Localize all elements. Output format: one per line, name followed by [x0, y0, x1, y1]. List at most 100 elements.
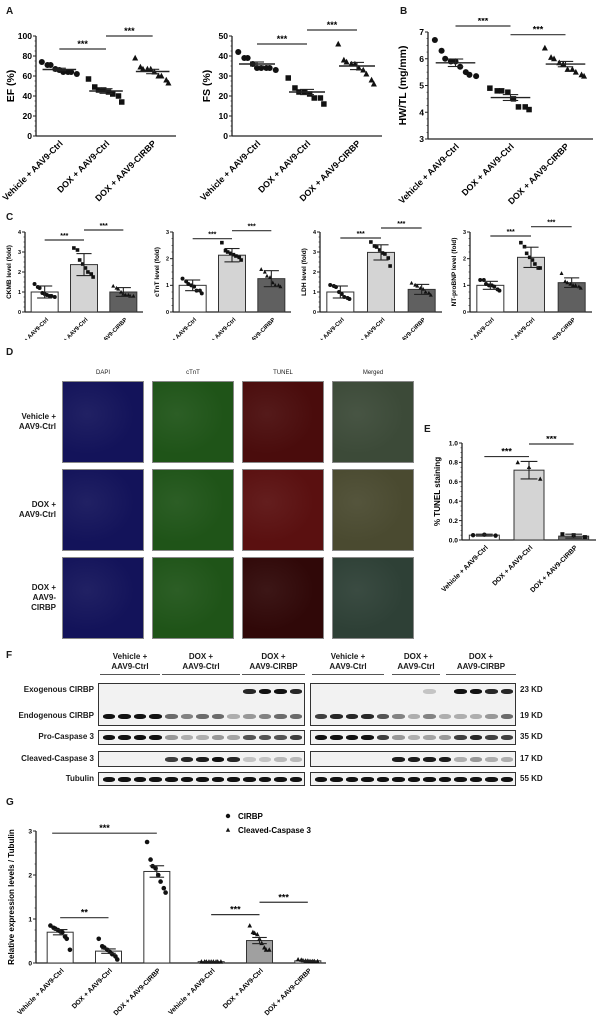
data-group	[513, 460, 545, 541]
group-underline	[392, 674, 440, 675]
blot-band	[243, 714, 256, 719]
x-tick-label: Vehicle + AAV9-Ctrl	[156, 317, 198, 340]
data-point-triangle	[315, 958, 320, 964]
x-tick-label: DOX + AAV9-CIRBP	[86, 317, 128, 340]
group-underline	[312, 674, 384, 675]
y-tick-label: 2	[166, 257, 169, 263]
y-axis-label: CKMB level (fold)	[6, 245, 13, 299]
data-point-circle	[180, 276, 185, 281]
data-group	[109, 283, 138, 313]
y-tick-label: 0	[223, 131, 228, 141]
column-label-tunel: TUNEL	[273, 370, 293, 376]
panel-letter-e: E	[424, 424, 431, 435]
data-point-triangle	[572, 68, 579, 75]
data-point-square	[374, 245, 379, 249]
blot-band	[485, 757, 498, 762]
data-group	[557, 271, 586, 313]
data-point-square	[110, 91, 116, 97]
blot-band	[392, 735, 405, 740]
blot-membrane-cleaved-caspase3	[98, 751, 305, 767]
x-tick-label: Vehicle + AAV9-Ctrl	[454, 317, 496, 340]
data-group	[30, 282, 59, 313]
blot-membrane-pro-caspase3	[310, 730, 516, 745]
data-point-square	[582, 535, 587, 540]
significance-label: ***	[100, 223, 108, 230]
blot-band	[258, 757, 272, 762]
blot-band	[180, 714, 194, 719]
blot-band	[258, 777, 272, 782]
blot-band	[469, 757, 483, 762]
blot-band	[258, 735, 272, 740]
y-tick-label: 1	[463, 283, 466, 289]
data-point-triangle	[265, 273, 269, 278]
y-tick-label: 0	[18, 310, 21, 316]
data-point-triangle	[578, 285, 583, 290]
data-point-circle	[473, 73, 480, 80]
data-point-triangle	[426, 290, 431, 295]
data-group	[95, 936, 122, 964]
data-point-triangle	[254, 931, 260, 937]
data-point-square	[498, 88, 505, 94]
row-label-line: AAV9-Ctrl	[18, 422, 56, 431]
blot-band	[165, 777, 178, 782]
data-point-circle	[272, 66, 279, 74]
significance-label: ***	[327, 20, 338, 30]
data-point-circle	[64, 936, 70, 942]
y-tick-label: 0	[313, 310, 316, 316]
blot-band	[149, 735, 162, 740]
column-label-merged: Merged	[362, 370, 384, 376]
blot-band	[314, 714, 327, 719]
data-point-circle	[68, 68, 75, 76]
data-point-circle	[96, 936, 102, 942]
panel-letter-b: B	[400, 6, 408, 17]
data-point-triangle	[564, 66, 571, 72]
blot-band	[274, 735, 287, 740]
data-point-triangle	[199, 959, 204, 964]
blot-group-header: DOX + AAV9-Ctrl	[182, 652, 220, 671]
y-tick-label: 20	[218, 91, 228, 101]
molecular-weight-label: 17 KD	[520, 754, 543, 763]
x-tick-label: Vehicle + AAV9-Ctrl	[198, 138, 262, 202]
data-point-triangle	[165, 79, 172, 86]
blot-band	[165, 757, 178, 762]
significance-label: ***	[501, 447, 512, 457]
blot-row-label: Exogenous CIRBP	[23, 685, 94, 694]
data-point-square	[91, 275, 95, 279]
data-group	[431, 37, 480, 80]
data-point-square	[239, 258, 243, 262]
row-label-line: DOX +	[31, 583, 56, 592]
legend-label: CIRBP	[238, 812, 264, 821]
x-tick-label: Vehicle + AAV9-Ctrl	[441, 544, 490, 593]
molecular-weight-label: 23 KD	[520, 685, 543, 694]
data-point-triangle	[273, 283, 278, 287]
data-group	[178, 276, 207, 313]
blot-band	[501, 735, 514, 740]
row-label-line: CIRBP	[31, 603, 56, 612]
significance-label: ***	[277, 34, 288, 44]
chart-expression: 0 1 2 3 Relative expression levels / Tubulin…	[7, 812, 326, 1017]
y-tick-label: 4	[313, 230, 316, 236]
row-label-vehicle: Vehicle + AAV9-Ctrl	[4, 412, 56, 432]
blot-band	[196, 777, 209, 782]
data-point-square	[487, 85, 493, 91]
y-axis-label: LDH level (fold)	[301, 248, 308, 296]
data-point-circle	[493, 533, 498, 538]
blot-band	[501, 757, 514, 762]
bar	[143, 870, 171, 964]
data-group	[476, 278, 505, 313]
data-point-square	[237, 255, 242, 260]
blot-band	[501, 714, 514, 719]
blot-band	[180, 735, 194, 740]
significance-label: ***	[208, 232, 216, 239]
data-point-square	[95, 87, 102, 93]
data-point-circle	[442, 55, 449, 62]
data-group	[197, 959, 225, 964]
significance-label: ***	[248, 224, 256, 231]
x-tick-label: DOX + AAV9-Ctrl	[256, 138, 312, 194]
data-group	[407, 280, 436, 313]
blot-band	[227, 757, 240, 762]
data-point-triangle	[541, 44, 548, 51]
data-point-square	[220, 240, 224, 245]
data-point-triangle	[573, 283, 578, 287]
x-tick-label: Vehicle + AAV9-Ctrl	[8, 317, 50, 340]
